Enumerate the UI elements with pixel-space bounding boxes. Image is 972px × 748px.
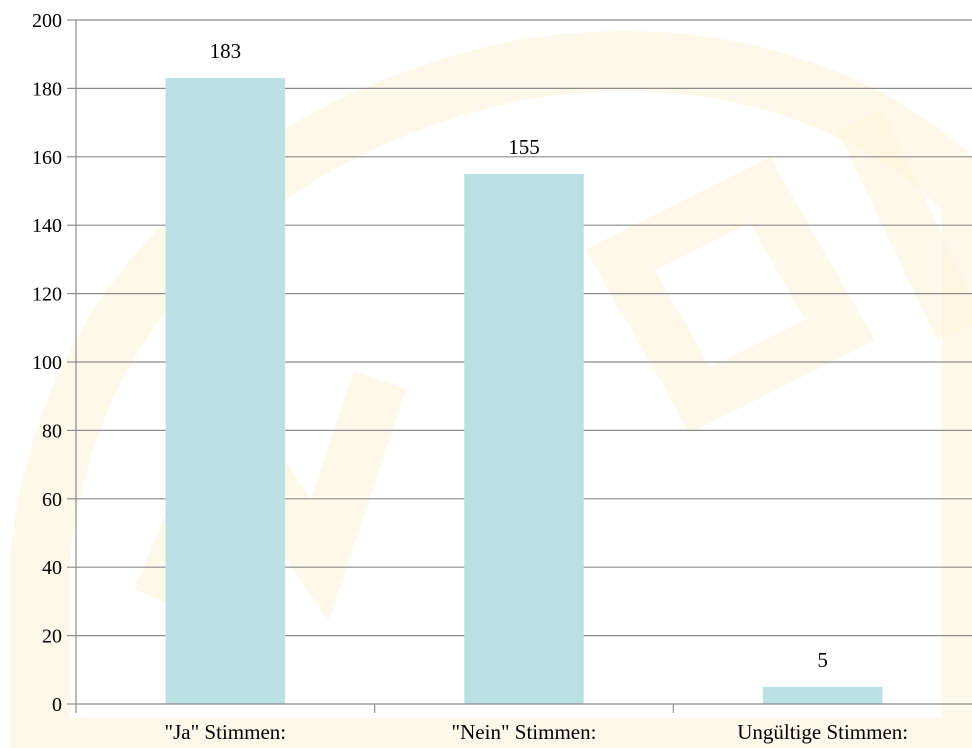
bar — [762, 686, 883, 704]
data-label: 5 — [817, 648, 828, 672]
bar — [165, 78, 286, 704]
y-tick-label: 20 — [42, 626, 62, 648]
y-tick-label: 160 — [32, 147, 62, 169]
y-tick-label: 60 — [42, 489, 62, 511]
x-category-label: "Nein" Stimmen: — [452, 720, 597, 744]
y-tick-label: 0 — [52, 694, 62, 716]
y-tick-label: 40 — [42, 557, 62, 579]
y-tick-label: 200 — [32, 10, 62, 32]
y-tick-label: 180 — [32, 78, 62, 100]
y-tick-label: 100 — [32, 352, 62, 374]
x-axis: "Ja" Stimmen: "Nein" Stimmen: Ungültige St… — [75, 703, 972, 744]
x-category-label: Ungültige Stimmen: — [737, 720, 908, 744]
y-tick-label: 80 — [42, 420, 62, 442]
bars: 183 155 5 — [165, 39, 883, 704]
bar — [464, 173, 584, 704]
data-label: 183 — [210, 39, 242, 63]
y-axis: 0 20 40 60 80 100 120 140 160 180 200 — [32, 10, 77, 716]
data-label: 155 — [508, 135, 540, 159]
y-tick-label: 120 — [32, 284, 62, 306]
y-tick-label: 140 — [32, 215, 62, 237]
x-category-label: "Ja" Stimmen: — [165, 720, 287, 744]
